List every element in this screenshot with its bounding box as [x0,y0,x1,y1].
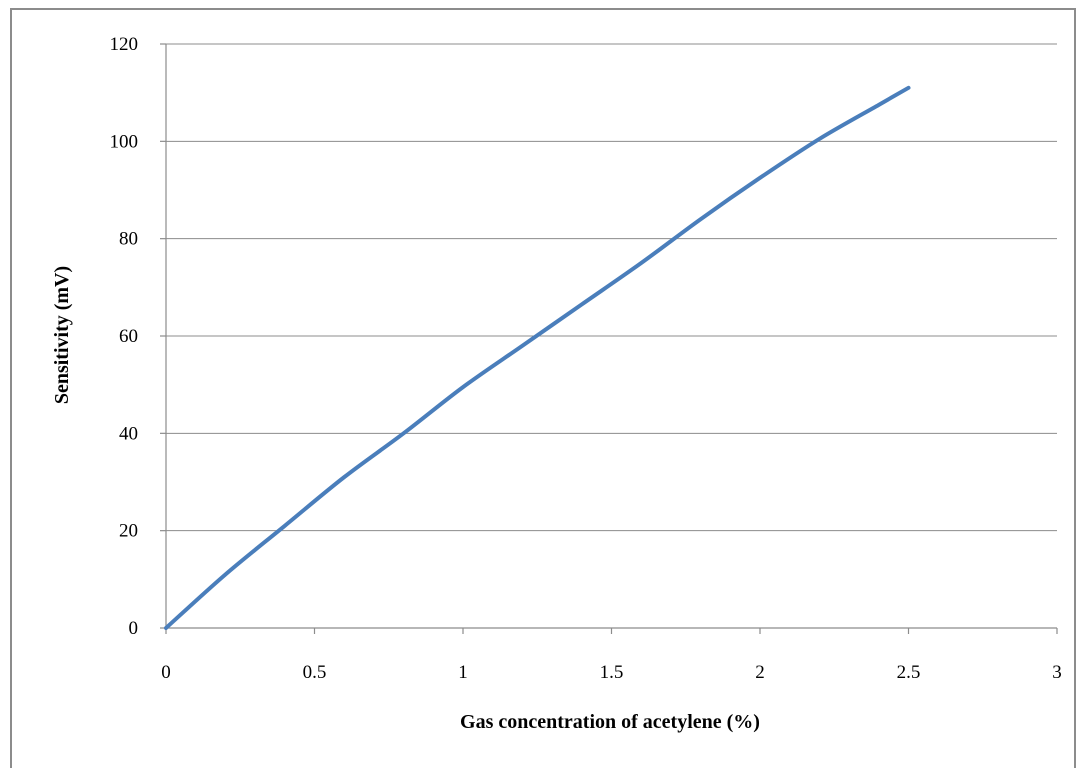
x-tick-label: 2 [755,662,765,683]
x-tick-label: 0.5 [303,662,327,683]
series-line-0 [164,85,911,630]
y-tick-label: 40 [119,423,138,444]
y-axis-title: Sensitivity (mV) [51,266,73,404]
x-tick-label: 3 [1052,662,1062,683]
x-tick-labels: 0 0.5 1 1.5 2 2.5 3 [161,662,1062,683]
y-tick-label: 20 [119,521,138,542]
axes [160,43,1058,634]
x-tick-label: 1 [458,662,468,683]
gridlines [166,43,1057,532]
y-tick-label: 80 [119,229,138,250]
y-tick-labels: 0 20 40 60 80 100 120 [110,34,139,639]
y-tick-label: 0 [129,618,139,639]
x-tick-label: 2.5 [897,662,921,683]
x-axis-title: Gas concentration of acetylene (%) [460,711,760,733]
series-group [164,85,911,630]
x-tick-label: 0 [161,662,171,683]
x-tick-label: 1.5 [600,662,624,683]
y-tick-label: 60 [119,326,138,347]
chart-frame [10,8,1076,768]
y-tick-label: 120 [110,34,139,55]
y-tick-label: 100 [110,131,139,152]
